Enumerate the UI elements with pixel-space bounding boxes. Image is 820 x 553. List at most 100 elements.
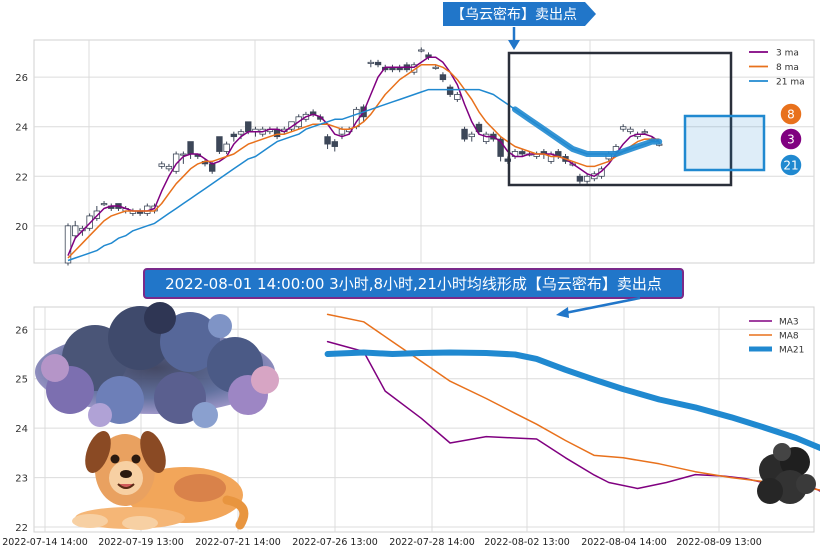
badge-21 — [779, 153, 803, 177]
x-tick-label: 2022-07-19 13:00 — [98, 537, 184, 548]
top-legend: 3 ma 8 ma 21 ma — [749, 49, 805, 88]
candle-body-down — [374, 61, 382, 66]
x-tick-label: 2022-07-26 13:00 — [292, 537, 378, 548]
signal-box-blue — [683, 114, 766, 172]
candle — [64, 223, 72, 266]
candle — [641, 129, 648, 135]
candle — [367, 59, 375, 68]
top-banner: 【乌云密布】卖出点 — [443, 2, 596, 50]
candle — [216, 136, 223, 154]
candle-body-down — [208, 163, 216, 172]
candle-body-up — [432, 66, 439, 69]
candle-body-up — [418, 49, 425, 52]
top-banner-text: 【乌云密布】卖出点 — [451, 6, 577, 23]
legend-label: 8 ma — [776, 63, 799, 73]
candle — [461, 126, 468, 142]
bottom-y-tick-label: 26 — [15, 325, 28, 336]
dark-cloud-illustration — [35, 302, 279, 428]
candle — [446, 84, 454, 97]
badge-8-label: 8 — [787, 108, 795, 122]
x-tick-label: 2022-08-02 13:00 — [484, 537, 570, 548]
candle — [223, 141, 230, 154]
candle-body-up — [93, 210, 101, 219]
candle — [576, 173, 584, 184]
bottom-legend: MA3 MA8 MA21 — [749, 318, 804, 356]
legend-label: MA21 — [779, 346, 804, 356]
candle — [519, 149, 526, 157]
legend-label: MA3 — [779, 318, 799, 328]
candle-body-up — [64, 225, 72, 264]
candle-body-up — [583, 175, 591, 182]
mid-banner-box — [143, 268, 684, 299]
x-tick-label: 2022-07-14 14:00 — [2, 537, 88, 548]
top-banner-shape — [443, 2, 596, 26]
top-grid — [34, 40, 814, 263]
highlight-21ma-overlay — [512, 106, 663, 157]
candle-body-up — [641, 131, 648, 134]
badge-3 — [779, 127, 803, 151]
series-line-MA21 — [324, 349, 820, 452]
top-y-tick-label: 20 — [15, 222, 28, 233]
bottom-x-ticks: 2022-07-14 14:00 2022-07-19 13:00 2022-07-… — [2, 537, 762, 548]
candle-body-up — [454, 94, 461, 100]
badge-8 — [779, 102, 803, 126]
candle — [583, 173, 591, 184]
x-tick-label: 2022-08-04 14:00 — [581, 537, 667, 548]
candle-body-up — [72, 225, 79, 237]
candle-body-down — [245, 121, 252, 133]
legend-label: 21 ma — [776, 78, 805, 88]
candle-body-down — [216, 136, 223, 152]
dog-illustration — [72, 430, 249, 530]
mid-banner-text: 2022-08-01 14:00:00 3小时,8小时,21小时均线形成【乌云密… — [165, 275, 662, 293]
signal-box-dark — [507, 51, 733, 187]
candle-body-up — [86, 215, 93, 229]
candle-body-up — [237, 131, 245, 135]
candle-body-down — [497, 138, 504, 157]
series-line-MA8 — [326, 313, 820, 491]
series-line-8-ma — [67, 64, 660, 259]
candle-body-down — [576, 175, 584, 182]
candle — [93, 206, 101, 221]
candle — [324, 134, 331, 150]
candle — [180, 151, 187, 164]
mid-banner: 2022-08-01 14:00:00 3小时,8小时,21小时均线形成【乌云密… — [143, 268, 684, 318]
candle — [100, 201, 108, 207]
candle-body-down — [331, 141, 338, 147]
mid-banner-arrowhead — [556, 307, 569, 318]
candle — [468, 131, 475, 142]
candle-body-up — [468, 133, 475, 138]
top-y-tick-label: 22 — [15, 172, 28, 183]
top-y-tick-label: 24 — [15, 123, 28, 134]
candle-body-down — [230, 133, 238, 138]
top-y-tick-label: 26 — [15, 73, 28, 84]
small-dark-cloud-illustration — [757, 443, 816, 504]
candle-body-down — [439, 74, 447, 81]
bottom-y-tick-label: 22 — [15, 523, 28, 534]
top-y-ticks: 20 22 24 26 — [15, 73, 28, 233]
badge-21-label: 21 — [783, 159, 798, 173]
candle-body-down — [324, 136, 331, 145]
candle-body-up — [619, 126, 627, 130]
candle-body-up — [158, 163, 165, 167]
x-tick-label: 2022-07-28 14:00 — [389, 537, 475, 548]
candle — [331, 139, 338, 152]
candle — [482, 131, 490, 145]
candle-body-up — [172, 153, 180, 172]
top-banner-arrowhead — [508, 40, 520, 50]
candle — [165, 163, 173, 172]
candle-body-up — [180, 153, 187, 156]
legend-label: 3 ma — [776, 49, 799, 59]
bottom-y-tick-label: 24 — [15, 424, 28, 435]
candle-body-down — [519, 151, 526, 155]
candle — [374, 59, 382, 68]
candle-body-up — [165, 165, 173, 170]
mid-banner-pointer — [564, 296, 641, 315]
bottom-y-ticks: 22 23 24 25 26 — [15, 325, 28, 534]
candle — [439, 72, 447, 83]
candle — [619, 124, 627, 132]
candle-body-up — [367, 61, 375, 64]
candle-body-up — [100, 203, 108, 206]
badge-3-label: 3 — [787, 133, 795, 147]
candle — [172, 151, 180, 174]
legend-label: MA8 — [779, 332, 799, 342]
